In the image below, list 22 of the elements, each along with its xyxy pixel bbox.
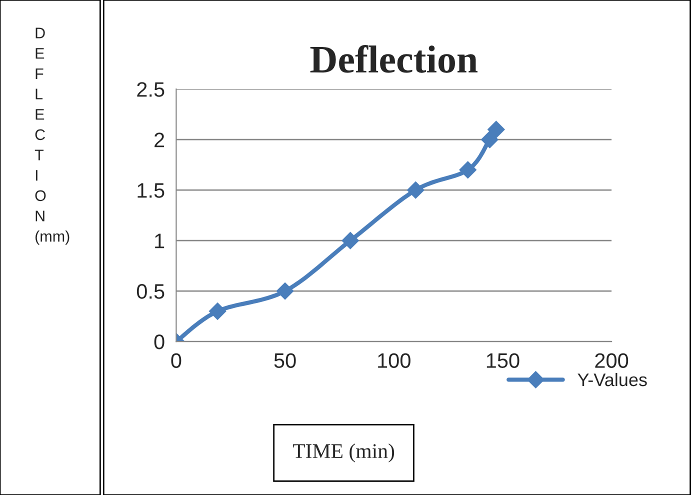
y-tick-label: 0.5: [136, 284, 164, 299]
y-tick-label: 1: [155, 234, 164, 248]
y-tick-label: 0: [154, 334, 164, 350]
x-axis-title: TIME (min): [292, 443, 394, 462]
x-tick-label: 50: [274, 353, 296, 368]
point: [209, 302, 226, 320]
y-tick-label: 2: [154, 132, 164, 148]
x-tick-label: 0: [171, 353, 182, 368]
point: [459, 161, 476, 178]
point: [407, 182, 424, 199]
x-tick-label: 150: [486, 353, 520, 368]
legend-label: Y-Values: [578, 372, 647, 386]
point: [481, 131, 498, 148]
chart-title: Deflection: [310, 45, 478, 73]
y-tick-label: 1.5: [138, 183, 164, 198]
x-tick-label: 200: [595, 353, 628, 368]
point: [342, 232, 359, 250]
point: [488, 120, 505, 138]
y-tick-label: 2.5: [137, 82, 164, 97]
point: [276, 282, 294, 300]
text: D E F L E C T I O N (mm): [34, 28, 70, 245]
x-tick-label: 100: [378, 353, 410, 368]
